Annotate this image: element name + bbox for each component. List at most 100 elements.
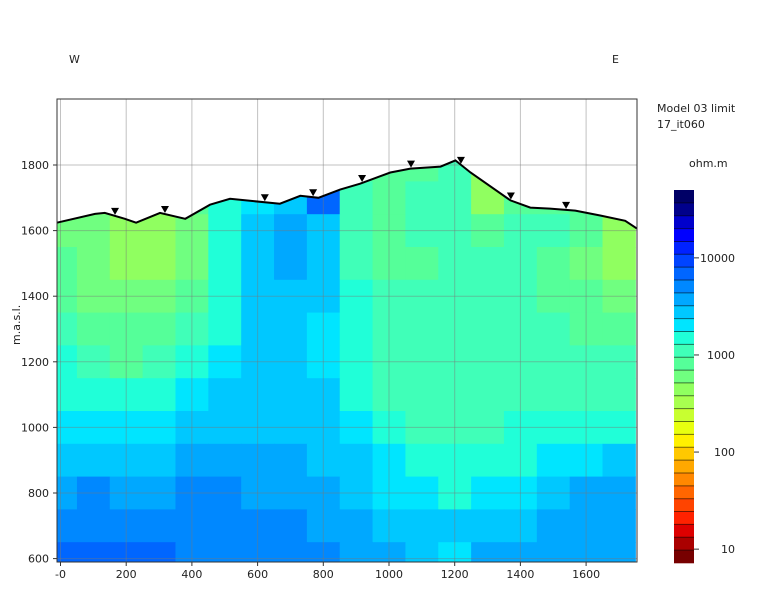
resistivity-cell — [208, 181, 242, 215]
resistivity-cell — [241, 345, 275, 379]
resistivity-cell — [536, 509, 571, 543]
colorbar-bin — [674, 202, 694, 217]
resistivity-cell — [503, 443, 538, 478]
resistivity-cell — [208, 378, 242, 412]
resistivity-cell — [57, 476, 78, 510]
resistivity-cell — [536, 476, 571, 510]
resistivity-cell — [175, 443, 209, 478]
resistivity-cell — [175, 247, 209, 281]
resistivity-cell — [274, 181, 308, 215]
resistivity-cell — [372, 542, 406, 562]
resistivity-cell — [339, 312, 374, 346]
resistivity-cell — [438, 509, 472, 543]
resistivity-cell — [372, 312, 406, 346]
resistivity-cell — [405, 443, 439, 478]
resistivity-cell — [438, 411, 472, 445]
resistivity-cell — [471, 312, 505, 346]
resistivity-cell — [569, 542, 604, 562]
resistivity-cell — [471, 542, 505, 562]
resistivity-cell — [602, 279, 636, 314]
resistivity-cell — [438, 279, 472, 314]
resistivity-cell — [274, 247, 308, 281]
resistivity-cell — [175, 378, 209, 412]
resistivity-cell — [405, 312, 439, 346]
resistivity-cell — [569, 443, 604, 478]
y-axis-label: m.a.s.l. — [10, 305, 23, 345]
resistivity-cell — [306, 411, 341, 445]
colorbar-bin — [674, 485, 694, 499]
resistivity-cell — [208, 509, 242, 543]
resistivity-cell — [142, 476, 176, 510]
plot-frame — [56, 98, 638, 563]
resistivity-cell — [142, 378, 176, 412]
resistivity-cell — [109, 312, 144, 346]
colorbar-bin — [674, 550, 694, 564]
resistivity-cell — [142, 247, 176, 281]
resistivity-cell — [569, 247, 604, 281]
resistivity-cell — [503, 476, 538, 510]
y-axis: 600 800 1000 1200 1400 1600 1800 — [21, 159, 57, 566]
resistivity-cell — [339, 279, 374, 314]
resistivity-cell — [306, 542, 341, 562]
colorbar-bin — [674, 280, 694, 294]
resistivity-cell — [405, 247, 439, 281]
resistivity-cell — [306, 247, 341, 281]
colorbar-bin — [674, 537, 694, 551]
resistivity-cell — [274, 443, 308, 478]
resistivity-cell — [76, 476, 111, 510]
resistivity-cell — [57, 509, 78, 543]
resistivity-cell — [536, 345, 571, 379]
y-tick-label: 1400 — [21, 290, 49, 303]
resistivity-cell — [503, 312, 538, 346]
resistivity-cell — [339, 247, 374, 281]
resistivity-cell — [57, 411, 78, 445]
colorbar-title-1: Model 03 limit — [657, 102, 736, 115]
resistivity-cell — [57, 542, 78, 562]
resistivity-cell — [602, 247, 636, 281]
gridlines — [57, 99, 637, 562]
y-tick-label: 1800 — [21, 159, 49, 172]
resistivity-cell — [471, 181, 505, 215]
resistivity-cell — [175, 542, 209, 562]
resistivity-cell — [76, 247, 111, 281]
resistivity-cell — [372, 345, 406, 379]
resistivity-cell — [175, 312, 209, 346]
colorbar-bin — [674, 511, 694, 525]
resistivity-cell — [536, 542, 571, 562]
x-tick-label: 400 — [181, 568, 202, 581]
colorbar-bin — [674, 382, 694, 397]
resistivity-cell — [208, 247, 242, 281]
resistivity-cell — [405, 542, 439, 562]
resistivity-cell — [405, 476, 439, 510]
electrode-marker-icon — [562, 201, 571, 209]
resistivity-cell — [339, 411, 374, 445]
resistivity-cell — [274, 378, 308, 412]
resistivity-cell — [57, 378, 78, 412]
resistivity-cell — [142, 411, 176, 445]
colorbar-title-2: 17_it060 — [657, 118, 705, 131]
resistivity-cell — [569, 312, 604, 346]
y-tick-label: 800 — [28, 487, 49, 500]
resistivity-cell — [76, 279, 111, 314]
resistivity-cell — [241, 542, 275, 562]
resistivity-cell — [109, 279, 144, 314]
resistivity-cell — [109, 509, 144, 543]
resistivity-cell — [57, 247, 78, 281]
resistivity-cell — [208, 476, 242, 510]
resistivity-cell — [438, 214, 472, 248]
resistivity-cell — [471, 509, 505, 543]
colorbar-bin — [674, 267, 694, 281]
resistivity-cell — [339, 181, 374, 215]
resistivity-cell — [569, 279, 604, 314]
electrode-marker-icon — [358, 174, 367, 182]
resistivity-cell — [569, 214, 604, 248]
resistivity-cell — [536, 279, 571, 314]
resistivity-cell — [602, 312, 636, 346]
resistivity-cell — [306, 214, 341, 248]
x-tick-label: 1000 — [375, 568, 403, 581]
resistivity-cell — [241, 312, 275, 346]
resistivity-cell — [471, 214, 505, 248]
resistivity-cell — [536, 411, 571, 445]
y-tick-label: 600 — [28, 553, 49, 566]
resistivity-cell — [241, 443, 275, 478]
